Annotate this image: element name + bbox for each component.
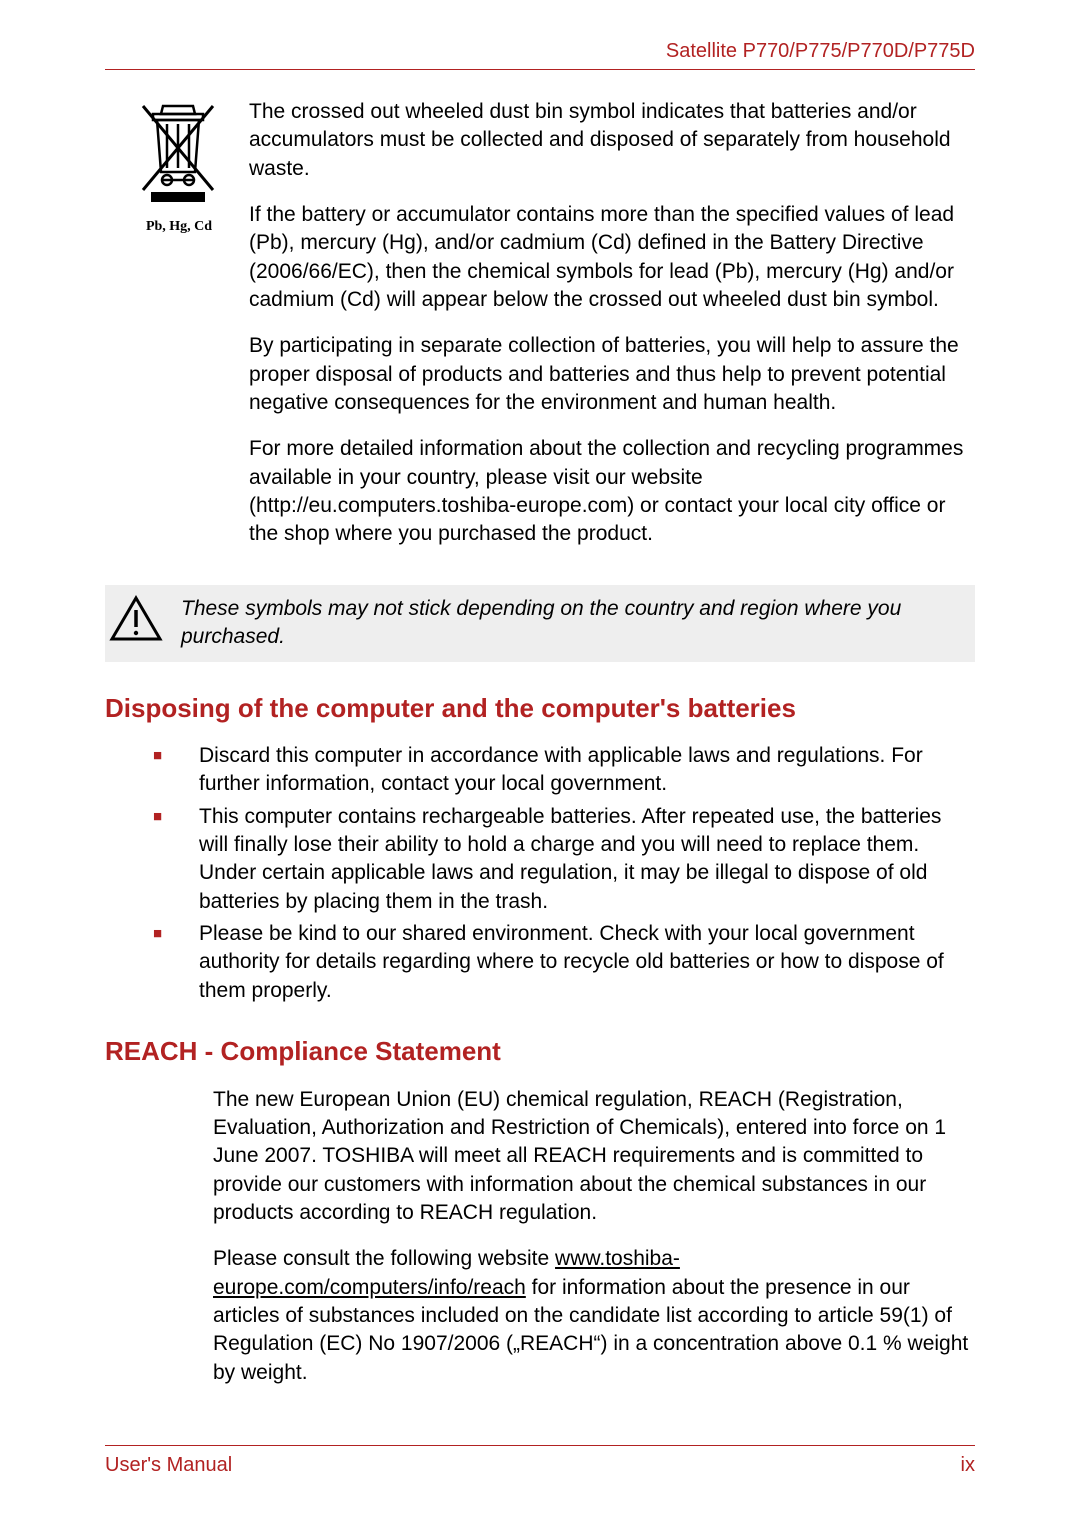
dustbin-text-column: The crossed out wheeled dust bin symbol … — [249, 98, 975, 567]
list-item: ■ Please be kind to our shared environme… — [153, 920, 975, 1005]
disposing-heading: Disposing of the computer and the comput… — [105, 692, 975, 725]
dustbin-chemical-label: Pb, Hg, Cd — [133, 219, 225, 235]
footer-left: User's Manual — [105, 1454, 232, 1477]
bullet-text: Discard this computer in accordance with… — [199, 742, 975, 799]
dustbin-info-section: Pb, Hg, Cd The crossed out wheeled dust … — [105, 98, 975, 567]
list-item: ■ This computer contains rechargeable ba… — [153, 803, 975, 916]
page-header: Satellite P770/P775/P770D/P775D — [105, 40, 975, 70]
product-name: Satellite P770/P775/P770D/P775D — [666, 40, 975, 62]
bullet-icon: ■ — [153, 803, 171, 916]
bullet-text: This computer contains rechargeable batt… — [199, 803, 975, 916]
document-page: Satellite P770/P775/P770D/P775D — [0, 0, 1080, 1455]
note-box: These symbols may not stick depending on… — [105, 585, 975, 662]
bullet-text: Please be kind to our shared environment… — [199, 920, 975, 1005]
note-text: These symbols may not stick depending on… — [181, 595, 961, 652]
crossed-dustbin-icon — [133, 98, 223, 208]
dustbin-para-2: If the battery or accumulator contains m… — [249, 201, 975, 314]
reach-para-2: Please consult the following website www… — [105, 1245, 975, 1387]
bullet-icon: ■ — [153, 920, 171, 1005]
page-footer: User's Manual ix — [105, 1445, 975, 1477]
dustbin-icon-column: Pb, Hg, Cd — [105, 98, 225, 567]
bullet-icon: ■ — [153, 742, 171, 799]
dustbin-para-3: By participating in separate collection … — [249, 332, 975, 417]
footer-page-number: ix — [961, 1454, 975, 1477]
warning-icon — [107, 595, 163, 648]
reach-p2-pre: Please consult the following website — [213, 1247, 555, 1270]
disposing-bullet-list: ■ Discard this computer in accordance wi… — [105, 742, 975, 1005]
dustbin-para-1: The crossed out wheeled dust bin symbol … — [249, 98, 975, 183]
list-item: ■ Discard this computer in accordance wi… — [153, 742, 975, 799]
reach-heading: REACH - Compliance Statement — [105, 1035, 975, 1068]
reach-para-1: The new European Union (EU) chemical reg… — [105, 1086, 975, 1228]
dustbin-para-4: For more detailed information about the … — [249, 435, 975, 548]
